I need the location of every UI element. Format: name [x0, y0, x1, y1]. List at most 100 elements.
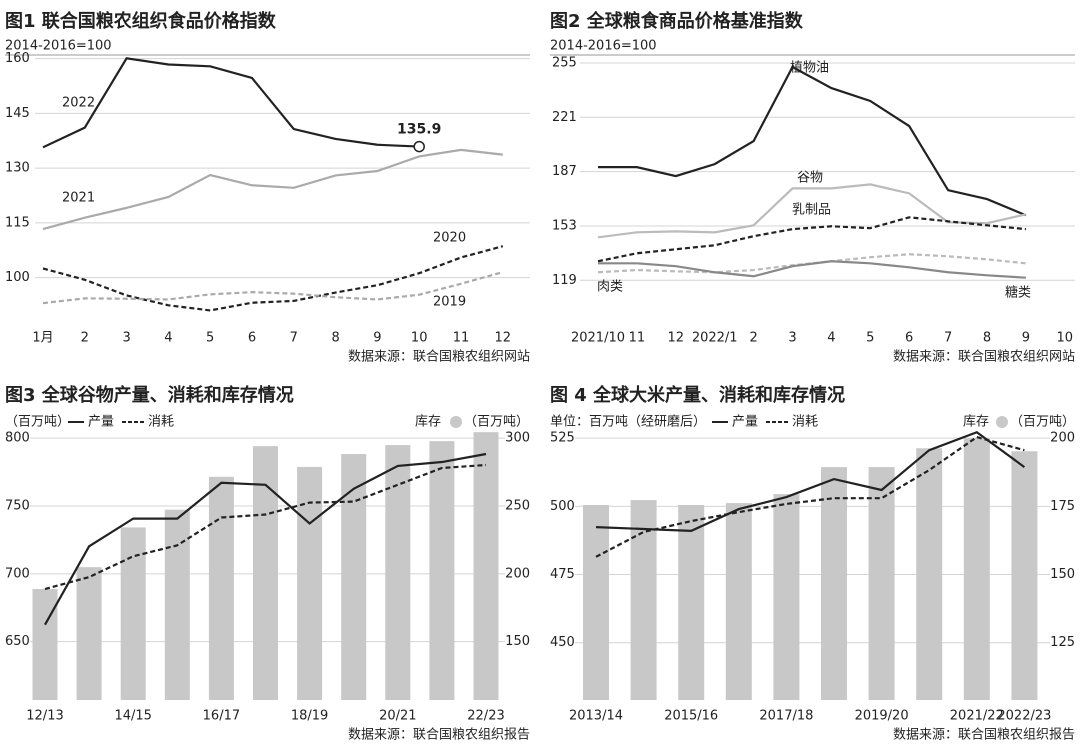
x-tick-label: 12/13: [26, 709, 63, 724]
line: [597, 216, 1027, 263]
series-label: 乳制品: [792, 203, 831, 218]
x-tick-label: 6: [905, 331, 913, 346]
legend-swatch: [996, 416, 1008, 428]
x-tick-label: 2019/20: [855, 709, 909, 724]
bar: [868, 467, 895, 700]
x-tick-label: 20/21: [379, 709, 416, 724]
series-label: 2021: [62, 191, 95, 206]
legend-label: 库存: [963, 414, 989, 430]
source-note: 数据来源：联合国粮农组织网站: [893, 350, 1075, 365]
legend-label: 库存: [415, 414, 441, 430]
x-tick-label: 9: [373, 331, 381, 346]
chart-title: 图1 联合国粮农组织食品价格指数: [5, 10, 277, 32]
x-tick-label: 1月: [32, 331, 53, 346]
y-tick-label: 500: [550, 499, 575, 514]
y2-axis-label: （百万吨）: [1010, 415, 1075, 430]
legend-label: 产量: [732, 415, 758, 430]
x-tick-label: 3: [788, 331, 796, 346]
line: [44, 463, 487, 591]
chart-title: 图 4 全球大米产量、消耗和库存情况: [550, 384, 845, 406]
line: [595, 430, 1026, 533]
series-label: 肉类: [597, 280, 623, 295]
line: [42, 57, 420, 149]
legend-label: 消耗: [148, 415, 174, 430]
value-label: 135.9: [397, 122, 441, 138]
x-tick-label: 8: [983, 331, 991, 346]
y-axis-label: （百万吨）: [5, 415, 70, 430]
x-tick-label: 9: [1022, 331, 1030, 346]
series-label: 植物油: [790, 61, 829, 76]
legend-label: 产量: [88, 415, 114, 430]
x-tick-label: 5: [866, 331, 874, 346]
chart-title: 图2 全球粮食商品价格基准指数: [550, 10, 804, 32]
bar: [164, 509, 190, 700]
chart-subtitle: 2014-2016=100: [5, 39, 112, 54]
x-tick-label: 16/17: [203, 709, 240, 724]
x-tick-label: 5: [206, 331, 214, 346]
x-tick-label: 2021/10: [571, 331, 625, 346]
x-tick-label: 10: [411, 331, 428, 346]
bar: [208, 476, 234, 700]
source-note: 数据来源：联合国粮农组织报告: [348, 728, 530, 743]
line: [42, 271, 504, 305]
y-tick-label: 750: [5, 498, 30, 513]
bar: [583, 505, 609, 700]
end-marker: [413, 140, 425, 153]
series-label: 2020: [433, 231, 466, 246]
x-tick-label: 12: [668, 331, 685, 346]
bar: [725, 503, 752, 700]
x-tick-label: 2: [749, 331, 757, 346]
x-tick-label: 11: [629, 331, 646, 346]
y-tick-label: 650: [5, 634, 30, 649]
y2-tick-label: 150: [505, 634, 530, 649]
chart-subtitle: 2014-2016=100: [550, 39, 657, 54]
y-tick-label: 450: [550, 635, 575, 650]
x-tick-label: 14/15: [114, 709, 151, 724]
x-tick-label: 8: [331, 331, 339, 346]
y-tick-label: 221: [552, 110, 577, 125]
series-label: 2022: [62, 96, 95, 111]
bar: [32, 589, 58, 700]
series-label: 糖类: [1005, 285, 1031, 301]
x-tick-label: 2022/1: [692, 331, 738, 346]
line: [42, 148, 503, 231]
y-tick-label: 100: [5, 270, 30, 285]
y2-tick-label: 150: [1050, 567, 1075, 582]
bar: [385, 445, 411, 700]
bar: [253, 446, 278, 700]
y-tick-label: 475: [550, 567, 575, 582]
y-axis-label: 单位：百万吨（经研磨后）: [550, 415, 706, 430]
y-tick-label: 187: [552, 164, 577, 179]
x-tick-label: 2022/23: [997, 709, 1051, 724]
source-note: 数据来源：联合国粮农组织网站: [348, 350, 530, 365]
x-tick-label: 22/23: [467, 709, 504, 724]
x-tick-label: 4: [164, 331, 172, 346]
x-tick-label: 12: [495, 331, 512, 346]
x-tick-label: 18/19: [291, 709, 328, 724]
line: [44, 452, 487, 626]
bar: [963, 438, 990, 700]
y2-tick-label: 125: [1050, 635, 1075, 650]
x-tick-label: 3: [122, 331, 130, 346]
x-tick-label: 2021/22: [950, 709, 1004, 724]
chart-title: 图3 全球谷物产量、消耗和库存情况: [5, 384, 294, 406]
y-tick-label: 119: [552, 273, 577, 288]
legend-label: 消耗: [792, 415, 818, 430]
y-tick-label: 115: [5, 215, 30, 230]
y-tick-label: 800: [5, 431, 30, 446]
bar: [120, 527, 146, 700]
bar: [916, 448, 943, 700]
x-tick-label: 11: [453, 331, 470, 346]
y-tick-label: 130: [5, 161, 30, 176]
bar: [76, 567, 102, 700]
y2-tick-label: 175: [1050, 499, 1075, 514]
y-tick-label: 255: [552, 55, 577, 70]
bar: [1011, 451, 1038, 700]
y2-tick-label: 200: [505, 566, 530, 581]
x-tick-label: 10: [1057, 331, 1074, 346]
y-tick-label: 525: [550, 431, 575, 446]
y-tick-label: 160: [5, 51, 30, 66]
x-tick-label: 7: [290, 331, 298, 346]
line: [598, 65, 1027, 217]
bar: [341, 454, 367, 700]
